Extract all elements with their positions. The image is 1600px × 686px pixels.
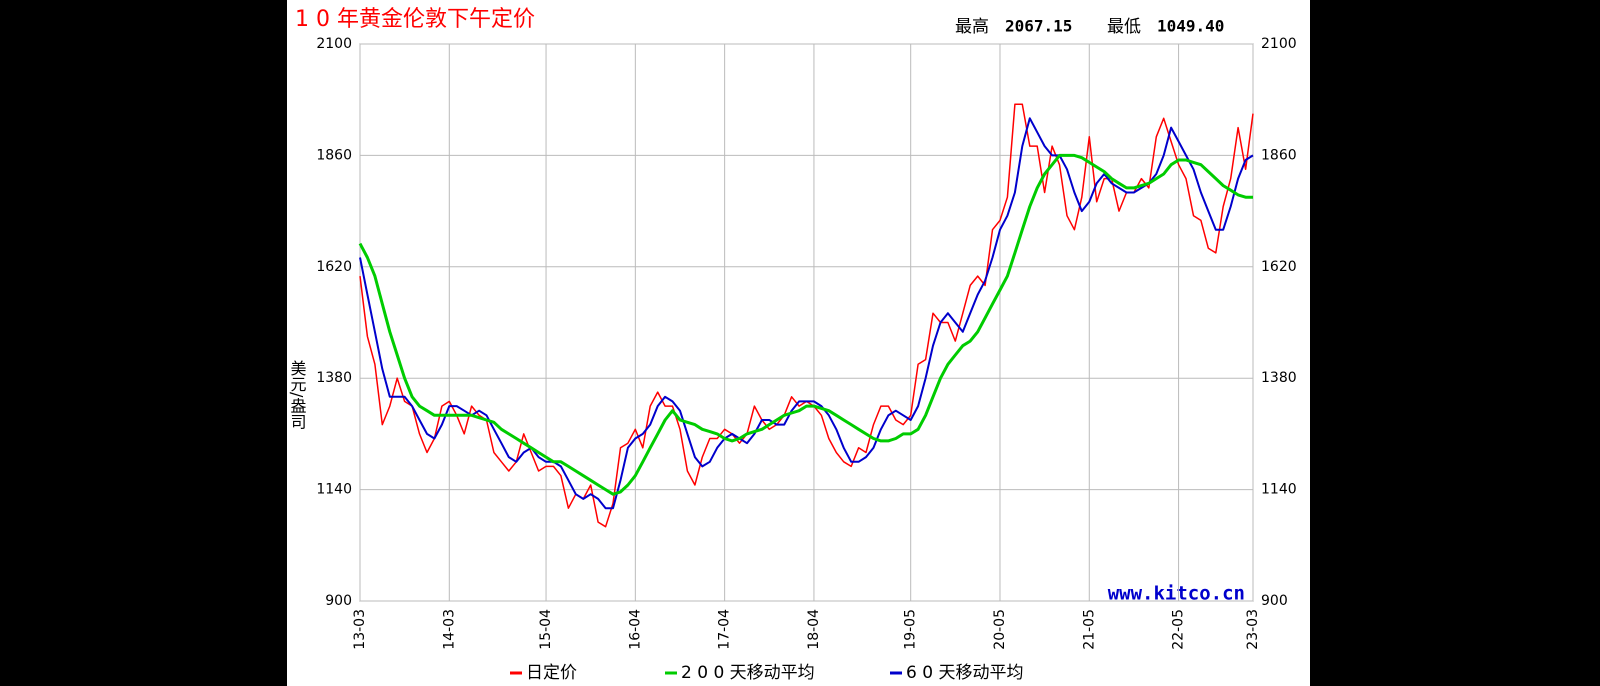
- y-tick-label: 1140: [316, 482, 352, 498]
- x-tick-label: 18-04: [806, 609, 822, 650]
- y2-tick-label: 1620: [1261, 259, 1297, 275]
- y-tick-label: 1620: [316, 259, 352, 275]
- y2-tick-label: 1140: [1261, 482, 1297, 498]
- x-tick-label: 16-04: [627, 609, 643, 650]
- series-line: [359, 117, 1254, 510]
- watermark: www.kitco.cn: [1108, 583, 1245, 605]
- high-label: 最高: [955, 17, 989, 37]
- x-tick-label: 20-05: [992, 609, 1008, 650]
- chart-panel: [287, 0, 1310, 686]
- x-tick-label: 19-05: [903, 609, 919, 650]
- low-value: 1049.40: [1157, 17, 1224, 36]
- y-tick-label: 2100: [316, 36, 352, 52]
- high-value: 2067.15: [1005, 17, 1072, 36]
- y2-tick-label: 1860: [1261, 147, 1297, 163]
- legend-label: 6 0 天移动平均: [906, 663, 1023, 683]
- y2-tick-label: 900: [1261, 593, 1288, 609]
- x-tick-label: 21-05: [1081, 609, 1097, 650]
- x-tick-label: 23-03: [1245, 609, 1261, 650]
- y-axis-label: 美元/盎司: [288, 360, 307, 429]
- x-tick-label: 14-03: [441, 609, 457, 650]
- x-tick-label: 13-03: [352, 609, 368, 650]
- y-tick-label: 1860: [316, 147, 352, 163]
- y2-tick-label: 2100: [1261, 36, 1297, 52]
- chart-title: 1 0 年黄金伦敦下午定价: [295, 7, 535, 32]
- x-tick-label: 17-04: [717, 609, 733, 650]
- legend-label: 日定价: [526, 663, 577, 683]
- y-tick-label: 900: [325, 593, 352, 609]
- y2-tick-label: 1380: [1261, 370, 1297, 386]
- series-line: [358, 153, 1253, 496]
- y-tick-label: 1380: [316, 370, 352, 386]
- x-tick-label: 15-04: [538, 609, 554, 650]
- low-label: 最低: [1107, 17, 1141, 37]
- x-tick-label: 22-05: [1171, 609, 1187, 650]
- legend-label: 2 0 0 天移动平均: [681, 663, 815, 683]
